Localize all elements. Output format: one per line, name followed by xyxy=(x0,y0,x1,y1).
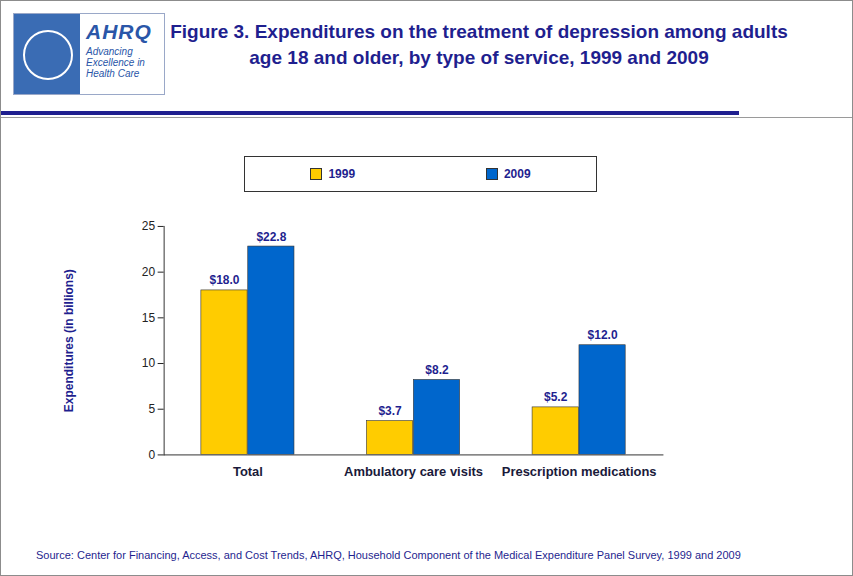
html-text:1999: 1999 xyxy=(328,167,356,181)
svg-text:$8.2: $8.2 xyxy=(425,363,449,377)
svg-text:Prescription medications: Prescription medications xyxy=(502,464,657,479)
html-text:2009: 2009 xyxy=(503,167,531,181)
svg-text:20: 20 xyxy=(142,265,156,279)
svg-text:Expenditures (in billions): Expenditures (in billions) xyxy=(62,269,76,412)
svg-text:$5.2: $5.2 xyxy=(544,390,568,404)
svg-text:Total: Total xyxy=(233,464,263,479)
html-text:Advancing Excellence in Health: Advancing Excellence in Health Care xyxy=(86,46,145,79)
svg-text:$12.0: $12.0 xyxy=(588,328,618,342)
html-text:Source: Center for Financing,: Source: Center for Financing, Access, an… xyxy=(36,549,741,561)
svg-text:$3.7: $3.7 xyxy=(378,404,402,418)
svg-text:$22.8: $22.8 xyxy=(256,230,286,244)
svg-text:Ambulatory care visits: Ambulatory care visits xyxy=(344,464,483,479)
svg-text:$18.0: $18.0 xyxy=(210,273,240,287)
svg-text:10: 10 xyxy=(142,356,156,370)
html-text:AHRQ: AHRQ xyxy=(86,20,152,43)
svg-text:15: 15 xyxy=(142,311,156,325)
svg-text:5: 5 xyxy=(148,402,155,416)
html-text:Figure 3. Expenditures on the: Figure 3. Expenditures on the treatment … xyxy=(170,21,788,68)
svg-text:25: 25 xyxy=(142,219,156,233)
svg-text:0: 0 xyxy=(148,448,155,462)
